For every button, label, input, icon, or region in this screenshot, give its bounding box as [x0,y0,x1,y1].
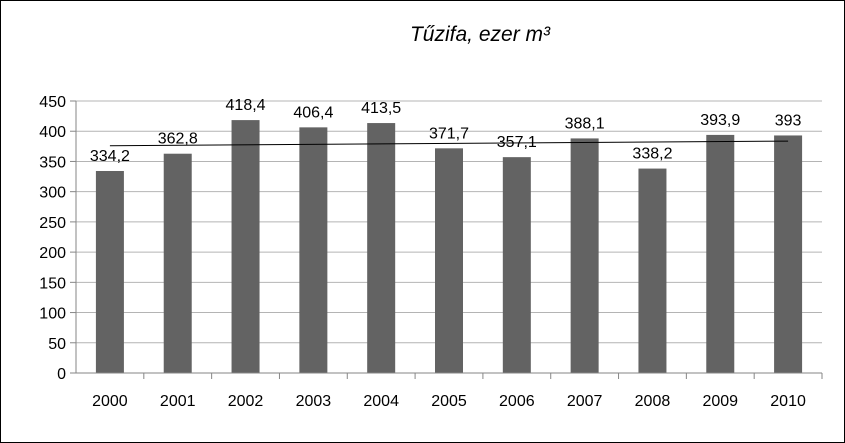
y-tick-label: 300 [39,185,66,202]
data-label: 357,1 [497,134,537,151]
y-tick-label: 350 [39,154,66,171]
data-labels: 334,2 362,8 418,4 406,4 413,5 371,7 357,1 388,1… [90,97,802,165]
axes: 0 50 100 150 200 250 300 350 400 450 2000 2001 2002 2… [39,94,823,410]
y-tick-label: 50 [48,336,66,353]
data-label: 371,7 [429,125,469,142]
data-label: 338,2 [632,146,672,163]
x-tick-label: 2005 [431,393,467,410]
bar [299,127,328,373]
data-label: 334,2 [90,148,130,165]
chart-title: Tűzifa, ezer m³ [410,23,551,46]
y-tick-label: 400 [39,124,66,141]
bar [774,135,803,373]
bar [502,157,531,373]
bars [95,120,803,374]
trendline [109,140,789,147]
data-label: 388,1 [565,115,605,132]
x-tick-label: 2002 [228,393,264,410]
data-label: 362,8 [158,131,198,148]
data-label: 418,4 [226,97,266,114]
x-tick-label: 2008 [635,393,671,410]
y-tick-label: 250 [39,215,66,232]
x-tick-label: 2000 [92,393,128,410]
bar [231,120,260,374]
y-tick-label: 150 [39,275,66,292]
y-tick-label: 100 [39,306,66,323]
x-tick-label: 2010 [770,393,806,410]
data-label: 393,9 [700,112,740,129]
bar [163,153,192,373]
y-tick-label: 450 [39,94,66,111]
data-label: 393 [775,112,802,129]
y-tick-label: 0 [57,366,66,383]
bar [638,168,667,373]
x-tick-label: 2006 [499,393,535,410]
bar [435,148,463,373]
bar [95,170,124,373]
data-label: 406,4 [293,104,333,121]
bar [367,123,396,373]
bar [706,134,735,373]
x-tick-label: 2001 [160,393,196,410]
y-tick-label: 200 [39,245,66,262]
x-tick-label: 2004 [363,393,399,410]
trendline-path [109,140,789,147]
x-tick-label: 2003 [296,393,332,410]
bar [570,138,599,373]
data-label: 413,5 [361,100,401,117]
x-tick-label: 2007 [567,393,603,410]
x-tick-label: 2009 [702,393,738,410]
